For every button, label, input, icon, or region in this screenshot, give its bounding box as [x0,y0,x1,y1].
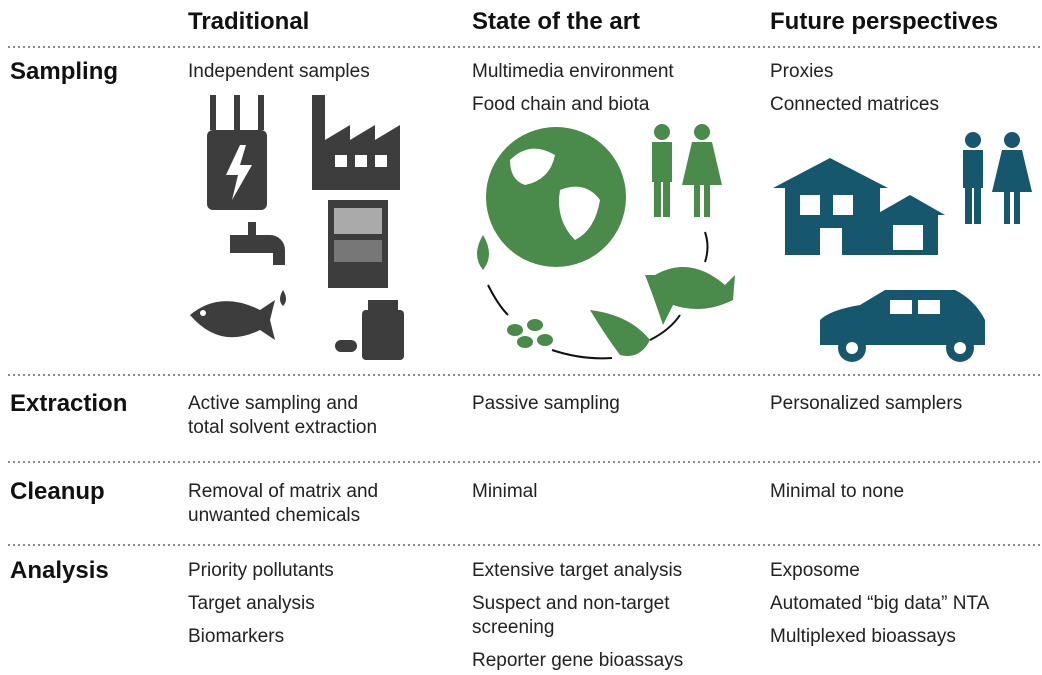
cell-text: Reporter gene bioassays [472,650,684,671]
row-label: Extraction [10,390,128,417]
future-icons [773,132,1032,362]
cell-text: Priority pollutants [188,560,334,581]
cell-text: unwanted chemicals [188,505,361,526]
cell-text: Multiplexed bioassays [770,626,956,647]
column-header: Traditional [188,8,310,35]
cell-text: Connected matrices [770,94,939,115]
column-header: State of the art [472,8,641,35]
cell-text: Suspect and non-target [472,593,670,614]
cell-text: Exposome [770,560,860,581]
row-label: Sampling [10,58,119,85]
cell-text: Food chain and biota [472,94,650,115]
column-header: Future perspectives [770,8,999,35]
cell-text: Removal of matrix and [188,481,379,502]
cell-text: Minimal to none [770,481,905,502]
traditional-icons [190,95,404,360]
cell-text: Independent samples [188,61,370,82]
state-icons [477,124,735,360]
row-label: Cleanup [10,478,105,505]
cell-text: Multimedia environment [472,61,674,82]
cell-text: Proxies [770,61,834,82]
cell-text: screening [472,617,555,638]
cell-text: Extensive target analysis [472,560,683,581]
cell-text: Personalized samplers [770,393,963,414]
cell-text: Target analysis [188,593,315,614]
cell-text: total solvent extraction [188,417,378,438]
dividers [8,46,1040,546]
cell-text: Active sampling and [188,393,359,414]
cell-text: Passive sampling [472,393,620,414]
cell-text: Biomarkers [188,626,285,647]
cell-text: Automated “big data” NTA [770,593,990,614]
cell-text: Minimal [472,481,538,502]
row-label: Analysis [10,557,109,584]
